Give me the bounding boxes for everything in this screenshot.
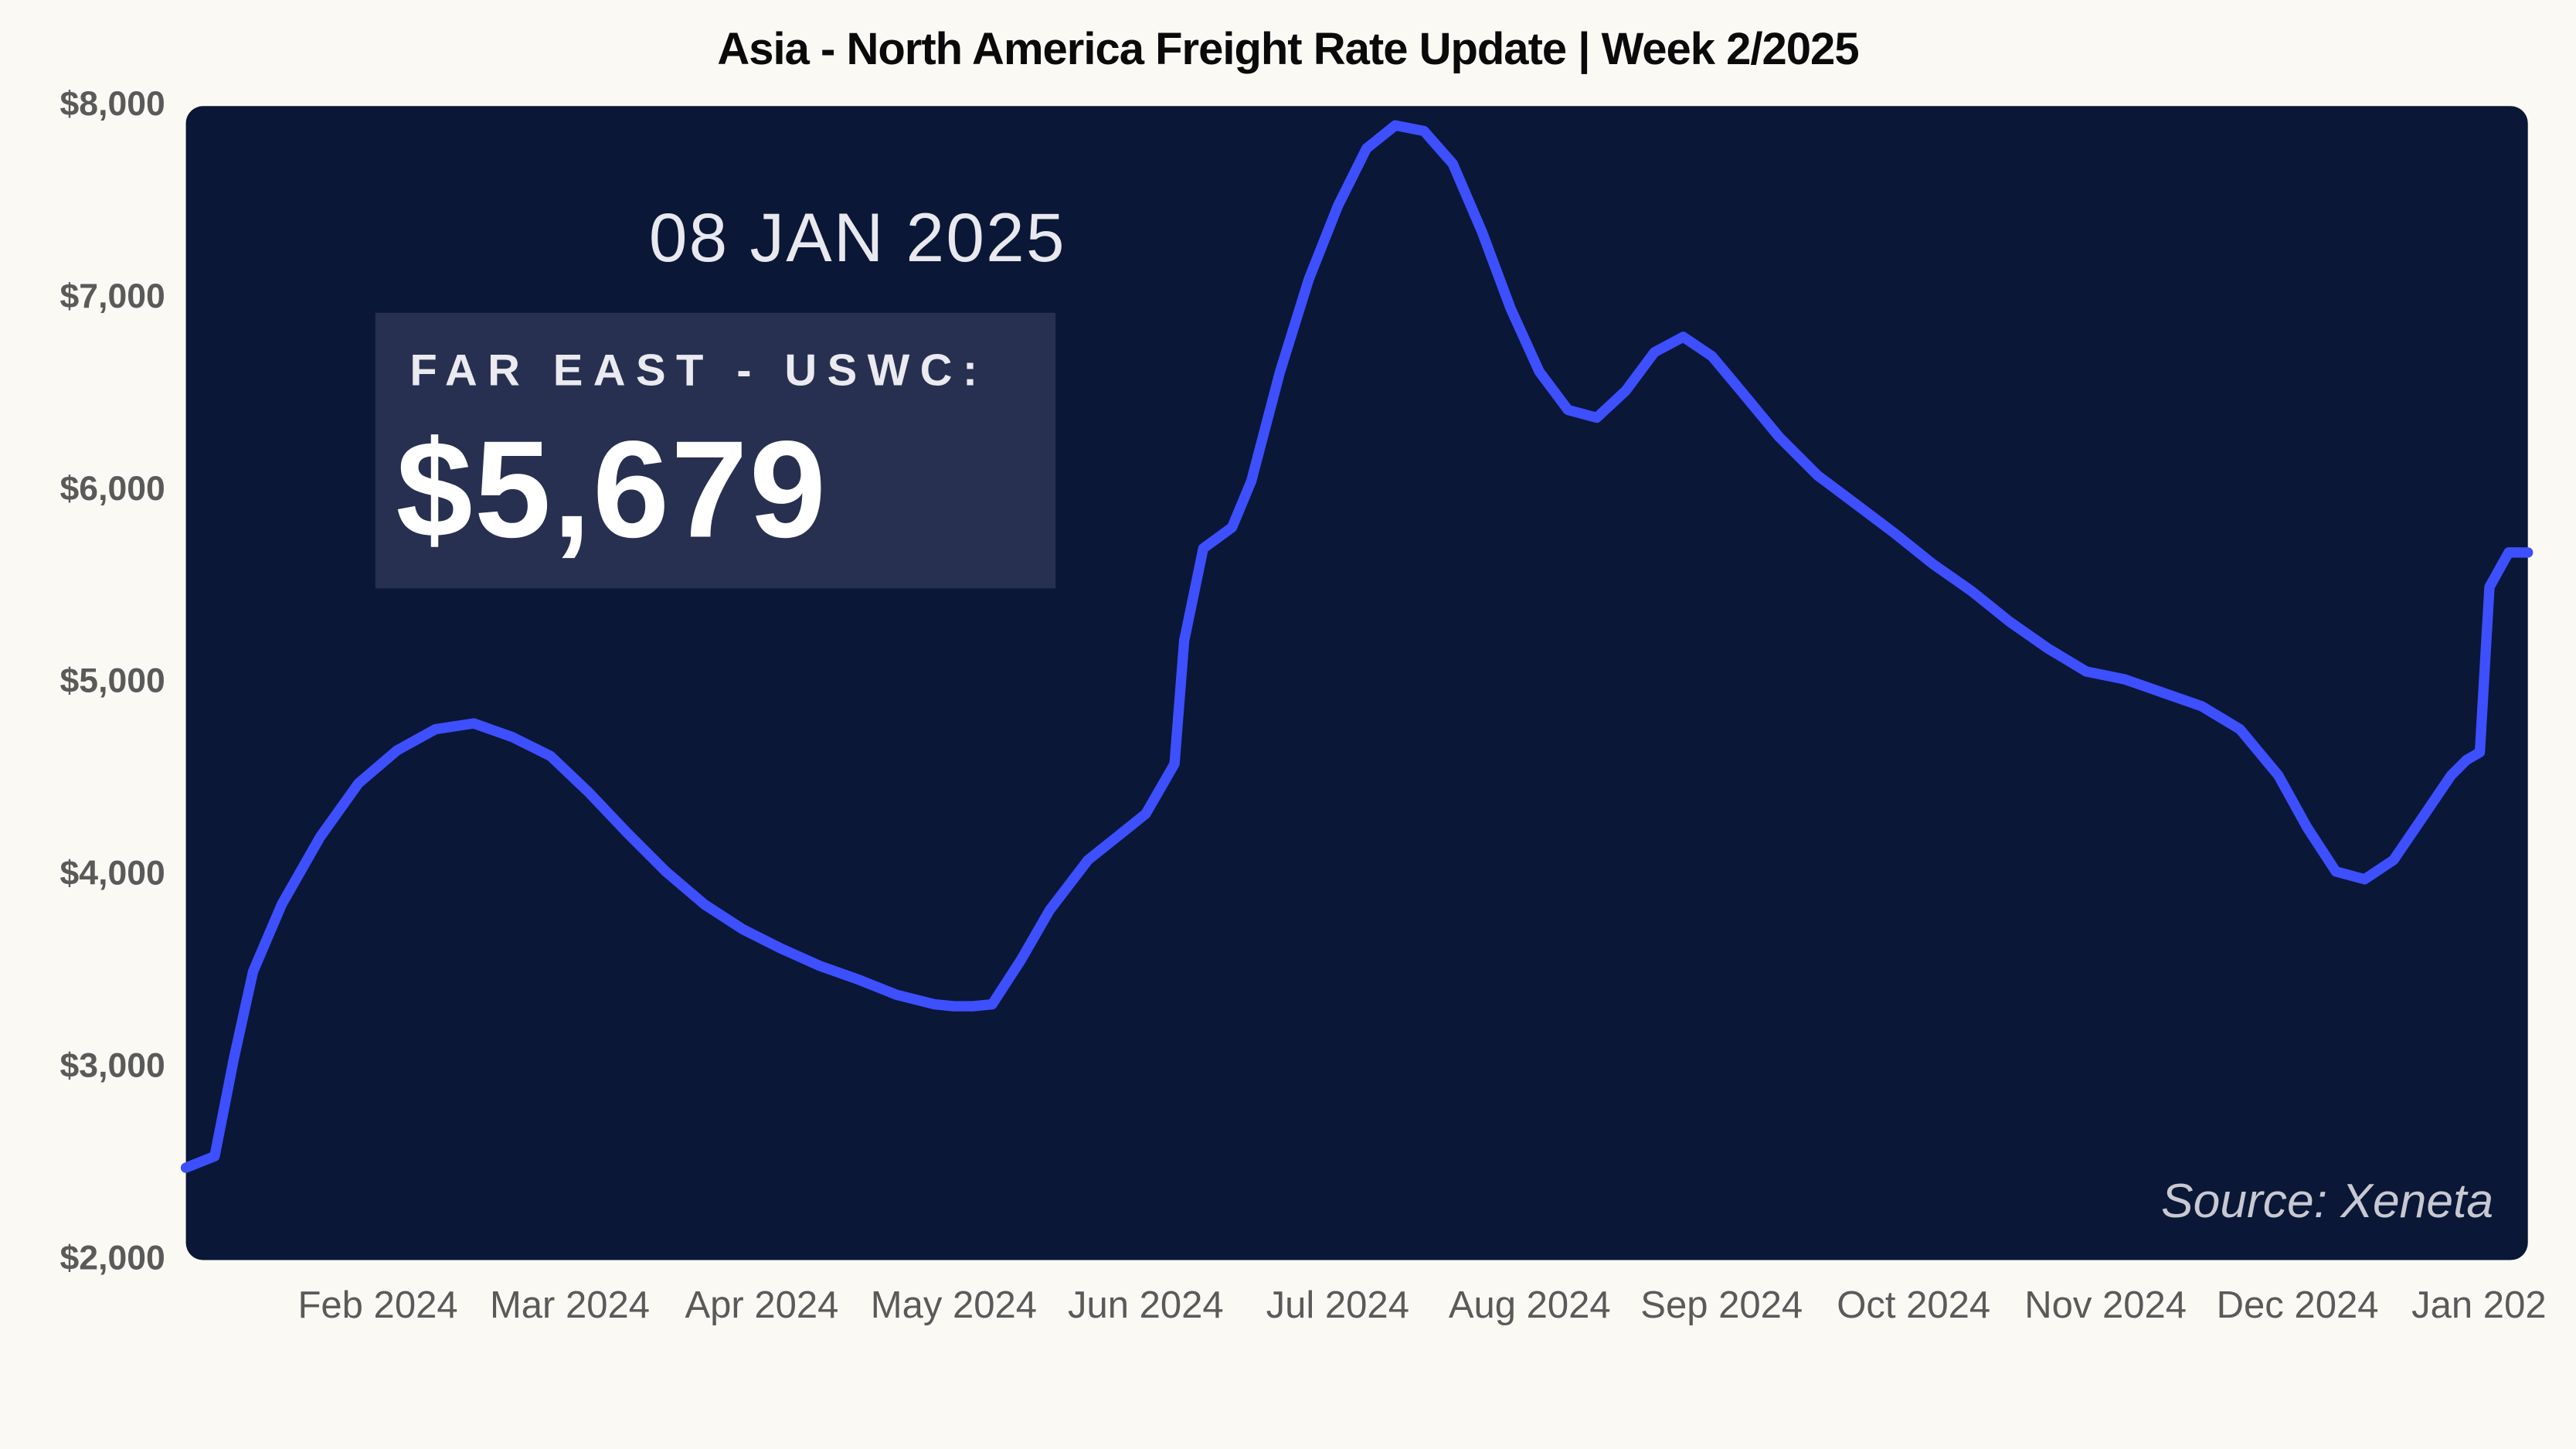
x-tick-label: Jan 2025 bbox=[2411, 1284, 2545, 1326]
x-tick-label: Oct 2024 bbox=[1837, 1284, 1990, 1326]
y-tick-label: $8,000 bbox=[60, 89, 165, 123]
chart-svg: $2,000 $3,000 $4,000 $5,000 $6,000 $7,000 $8,0… bbox=[31, 89, 2545, 1363]
y-tick-label: $5,000 bbox=[60, 662, 165, 700]
y-tick-label: $6,000 bbox=[60, 470, 165, 508]
x-tick-label: Aug 2024 bbox=[1449, 1284, 1611, 1326]
page-frame: Asia - North America Freight Rate Update… bbox=[0, 0, 2576, 1386]
badge-rate-value: $5,679 bbox=[396, 412, 828, 566]
x-tick-label: Mar 2024 bbox=[490, 1284, 650, 1326]
freight-rate-chart: $2,000 $3,000 $4,000 $5,000 $6,000 $7,000 $8,0… bbox=[31, 89, 2545, 1363]
x-tick-label: Dec 2024 bbox=[2217, 1284, 2379, 1326]
y-tick-label: $2,000 bbox=[60, 1239, 165, 1277]
y-tick-label: $4,000 bbox=[60, 855, 165, 893]
x-tick-label: Apr 2024 bbox=[685, 1284, 838, 1326]
y-tick-label: $3,000 bbox=[60, 1046, 165, 1084]
source-label: Source: Xeneta bbox=[2161, 1175, 2493, 1228]
x-tick-label: Jun 2024 bbox=[1068, 1284, 1224, 1326]
y-tick-label: $7,000 bbox=[60, 277, 165, 315]
x-tick-label: Feb 2024 bbox=[297, 1284, 457, 1326]
x-tick-label: Sep 2024 bbox=[1640, 1284, 1803, 1326]
page-title: Asia - North America Freight Rate Update… bbox=[31, 23, 2545, 75]
overlay-date: 08 JAN 2025 bbox=[649, 199, 1066, 276]
x-tick-label: May 2024 bbox=[871, 1284, 1037, 1326]
badge-route-label: FAR EAST - USWC: bbox=[410, 345, 987, 395]
x-tick-label: Nov 2024 bbox=[2024, 1284, 2187, 1326]
plot-area bbox=[186, 106, 2528, 1260]
x-tick-label: Jul 2024 bbox=[1266, 1284, 1409, 1326]
